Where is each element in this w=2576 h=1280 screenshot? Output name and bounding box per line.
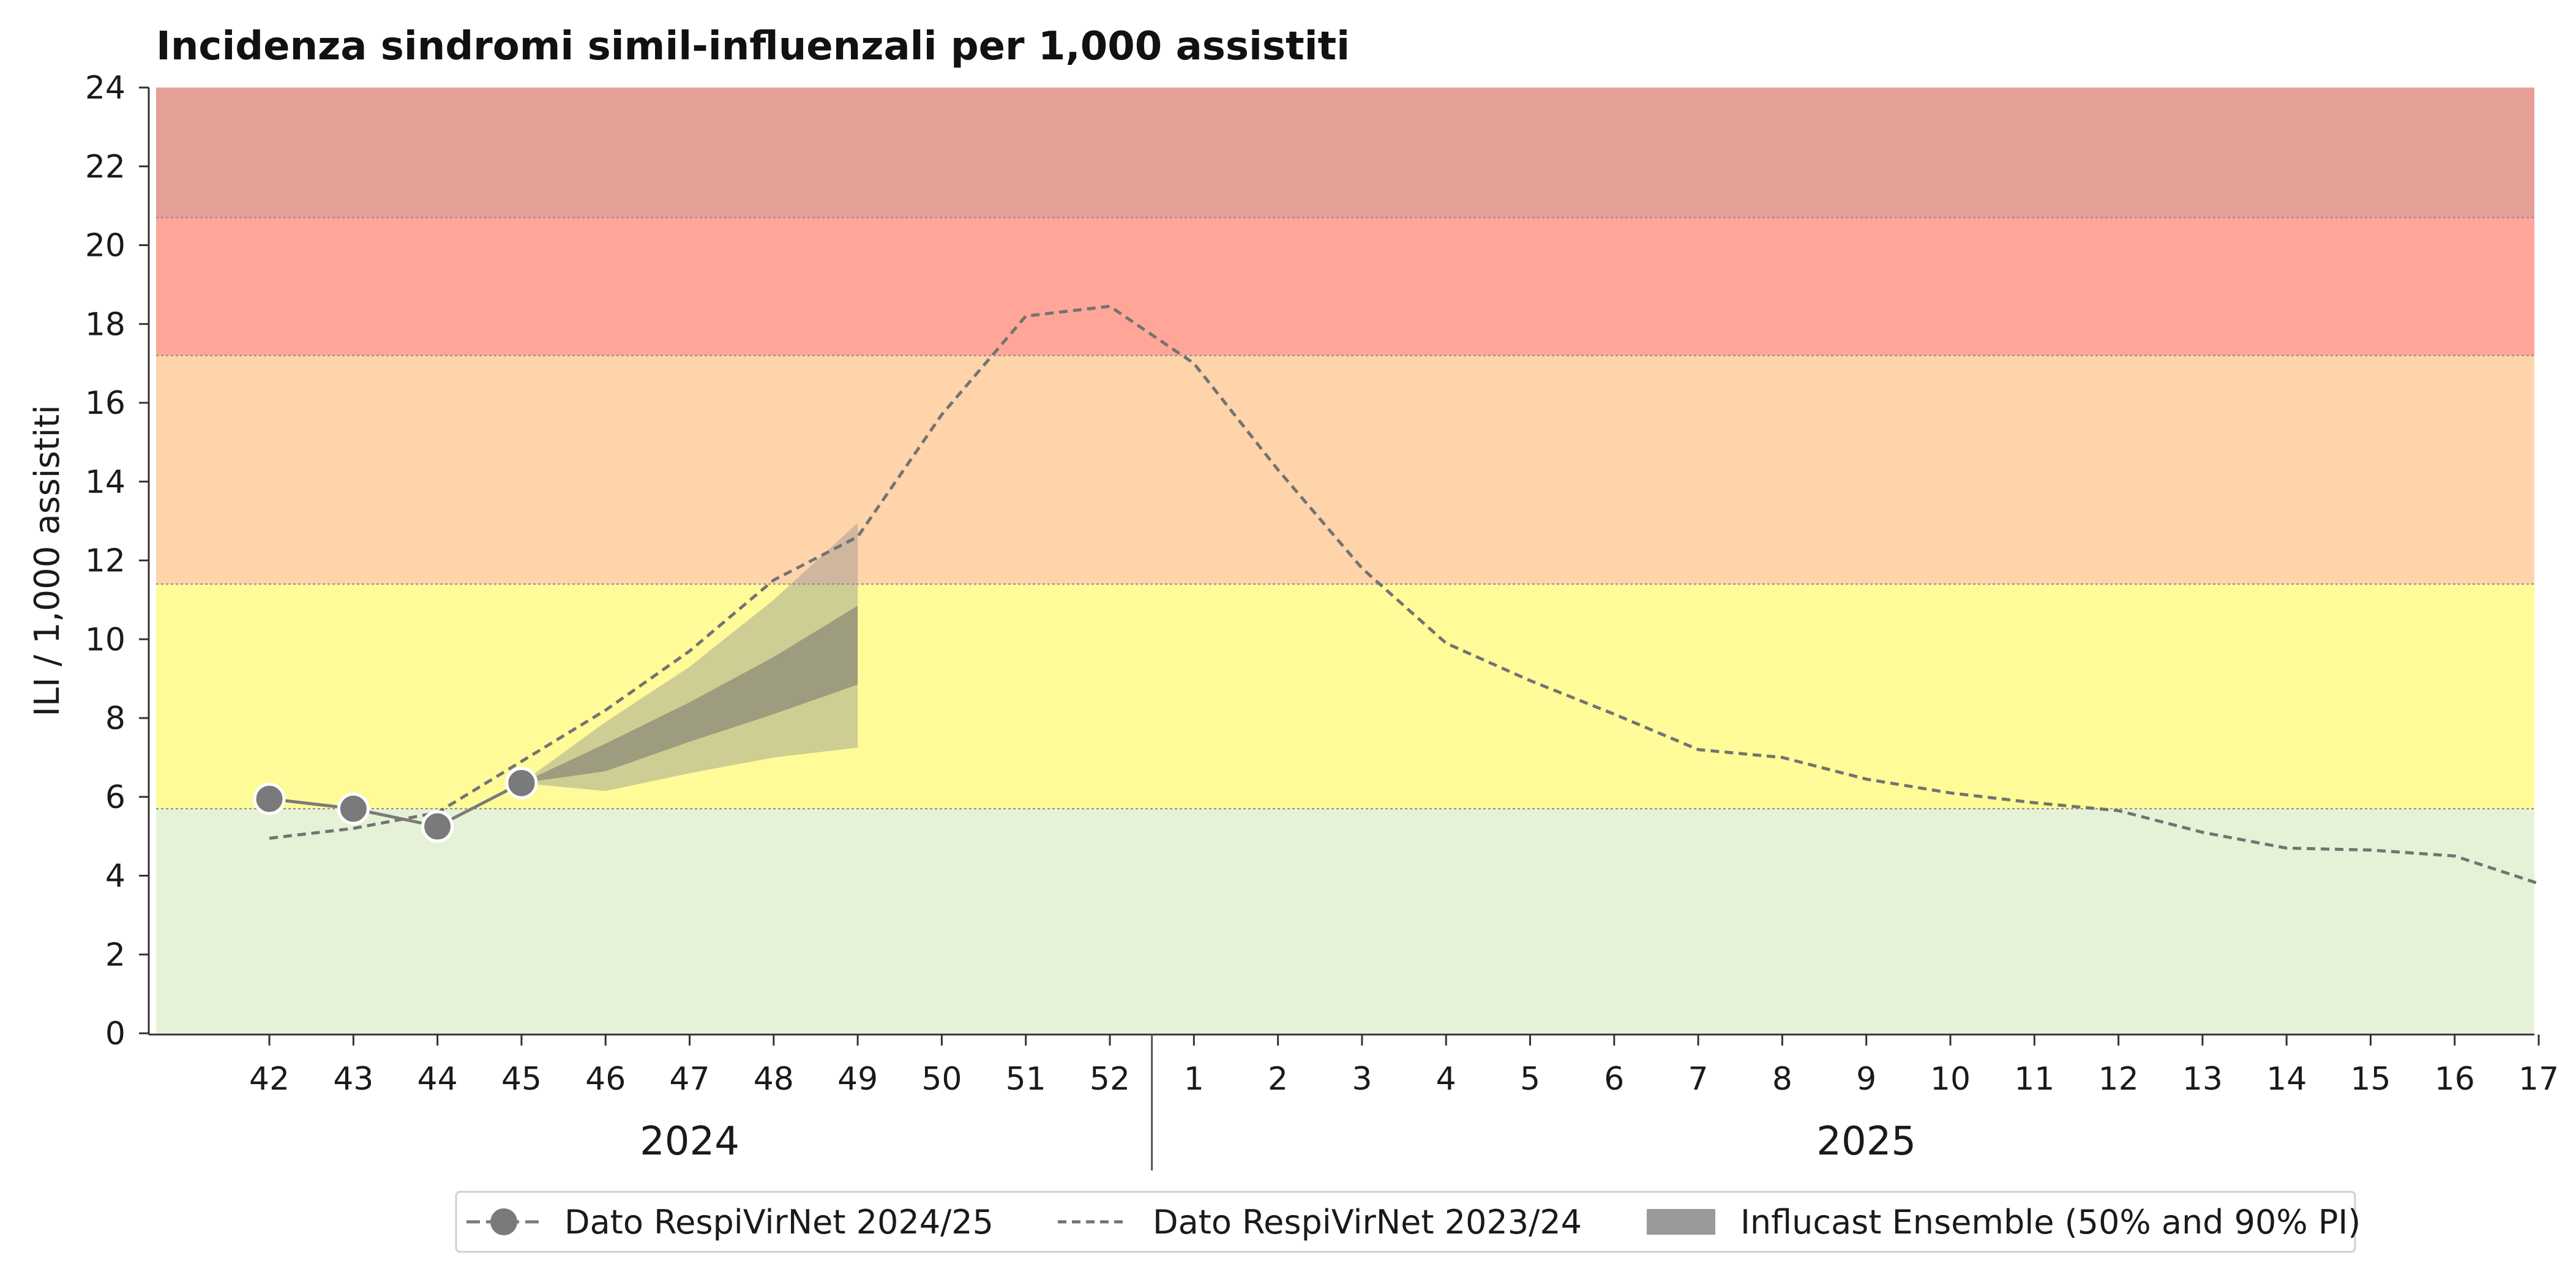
x-tick-label-22: 12 bbox=[2099, 1061, 2139, 1098]
x-tick-label-21: 11 bbox=[2014, 1061, 2054, 1098]
year-label-2025: 2025 bbox=[1816, 1119, 1916, 1164]
legend-label-2023-24: Dato RespiVirNet 2023/24 bbox=[1153, 1203, 1582, 1241]
x-tick-label-1: 43 bbox=[333, 1061, 373, 1098]
x-tick-label-5: 47 bbox=[669, 1061, 710, 1098]
x-tick-label-27: 17 bbox=[2518, 1061, 2559, 1098]
series-line-2024-25 bbox=[269, 781, 523, 828]
x-tick-label-9: 51 bbox=[1006, 1061, 1046, 1098]
x-tick-label-17: 7 bbox=[1688, 1061, 1709, 1098]
x-tick-label-12: 2 bbox=[1268, 1061, 1288, 1098]
x-tick-label-4: 46 bbox=[585, 1061, 626, 1098]
y-tick-label-2: 2 bbox=[105, 937, 125, 973]
forecast-50-interval bbox=[521, 605, 858, 784]
y-tick-label-6: 6 bbox=[105, 779, 125, 816]
threshold-band-1 bbox=[156, 809, 2534, 1033]
x-tick-label-16: 6 bbox=[1604, 1061, 1624, 1098]
x-tick-label-10: 52 bbox=[1090, 1061, 1130, 1098]
legend-box bbox=[455, 1191, 2356, 1253]
y-tick-label-24: 24 bbox=[85, 70, 125, 107]
chart-title: Incidenza sindromi simil-influenzali per… bbox=[156, 24, 1350, 69]
data-point-2024-25-week-43 bbox=[337, 792, 370, 825]
series-line-2023-24 bbox=[269, 304, 2539, 885]
y-axis-label: ILI / 1,000 assistiti bbox=[28, 405, 67, 716]
x-tick-label-15: 5 bbox=[1520, 1061, 1540, 1098]
x-tick-label-25: 15 bbox=[2350, 1061, 2391, 1098]
legend-marker-2024-25 bbox=[490, 1208, 517, 1235]
y-tick-label-16: 16 bbox=[85, 385, 125, 422]
y-tick-label-0: 0 bbox=[105, 1016, 125, 1052]
x-tick-label-0: 42 bbox=[249, 1061, 290, 1098]
x-tick-label-7: 49 bbox=[837, 1061, 878, 1098]
legend-label-forecast: Influcast Ensemble (50% and 90% PI) bbox=[1740, 1203, 2361, 1241]
x-tick-label-8: 50 bbox=[921, 1061, 962, 1098]
threshold-band-3 bbox=[156, 355, 2534, 585]
y-tick-label-12: 12 bbox=[85, 543, 125, 580]
x-tick-label-11: 1 bbox=[1184, 1061, 1204, 1098]
x-tick-label-6: 48 bbox=[754, 1061, 794, 1098]
data-point-2024-25-week-45 bbox=[505, 766, 538, 799]
year-label-2024: 2024 bbox=[640, 1119, 739, 1164]
x-tick-label-23: 13 bbox=[2182, 1061, 2223, 1098]
x-tick-label-19: 9 bbox=[1856, 1061, 1876, 1098]
y-tick-label-8: 8 bbox=[105, 700, 125, 737]
data-point-2024-25-week-42 bbox=[253, 782, 286, 815]
x-tick-label-2: 44 bbox=[417, 1061, 458, 1098]
forecast-90-interval bbox=[521, 523, 858, 792]
x-tick-label-20: 10 bbox=[1930, 1061, 1971, 1098]
legend-label-2024-25: Dato RespiVirNet 2024/25 bbox=[564, 1203, 994, 1241]
x-tick-label-14: 4 bbox=[1436, 1061, 1456, 1098]
y-tick-label-20: 20 bbox=[85, 228, 125, 264]
x-tick-label-18: 8 bbox=[1772, 1061, 1792, 1098]
legend-patch-forecast bbox=[1647, 1209, 1715, 1235]
x-tick-label-26: 16 bbox=[2435, 1061, 2475, 1098]
threshold-band-4 bbox=[156, 217, 2534, 356]
x-tick-label-13: 3 bbox=[1352, 1061, 1372, 1098]
threshold-band-5 bbox=[156, 88, 2534, 218]
data-point-2024-25-week-44 bbox=[421, 810, 454, 843]
x-tick-label-3: 45 bbox=[501, 1061, 542, 1098]
y-tick-label-22: 22 bbox=[85, 149, 125, 185]
y-tick-label-10: 10 bbox=[85, 621, 125, 658]
y-tick-label-4: 4 bbox=[105, 858, 125, 895]
y-tick-label-18: 18 bbox=[85, 306, 125, 343]
x-tick-label-24: 14 bbox=[2266, 1061, 2307, 1098]
y-tick-label-14: 14 bbox=[85, 464, 125, 501]
